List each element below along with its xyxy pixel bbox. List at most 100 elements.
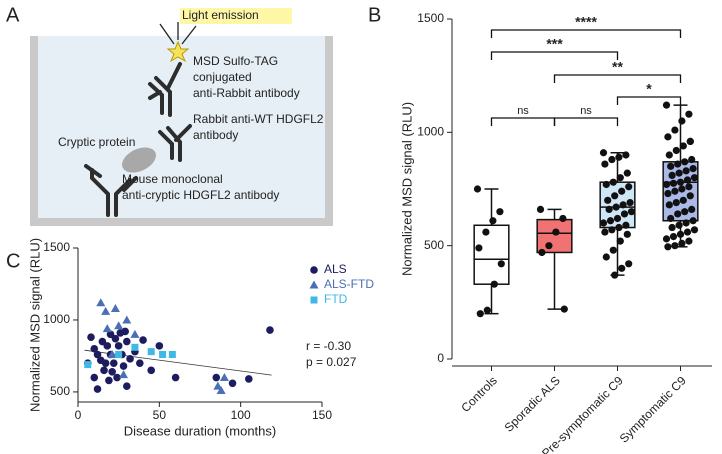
antibody — [84, 164, 102, 178]
data-point — [219, 373, 229, 382]
data-point — [664, 243, 672, 251]
data-point — [676, 230, 685, 238]
data-point — [671, 242, 679, 250]
data-point — [665, 201, 673, 209]
panel-label: C — [6, 250, 20, 272]
legend-label: FTD — [324, 292, 348, 306]
diagram-label: Rabbit anti-WT HDGFL2 — [193, 112, 324, 126]
data-point — [560, 305, 568, 313]
data-point — [690, 174, 699, 182]
data-point — [121, 327, 129, 336]
data-point — [482, 228, 490, 236]
antibody — [174, 124, 192, 142]
data-point — [682, 167, 690, 175]
annotation: p = 0.027 — [306, 355, 357, 369]
y-axis-label: Normalized MSD signal (RLU) — [27, 238, 42, 412]
data-point — [602, 253, 610, 261]
data-point — [497, 260, 505, 268]
data-point — [93, 350, 102, 359]
significance-bracket — [616, 96, 682, 105]
legend-marker — [309, 280, 319, 289]
data-point — [168, 351, 176, 359]
data-point — [682, 219, 690, 227]
data-point — [671, 187, 679, 195]
y-tick-label: 1000 — [43, 312, 70, 326]
data-point — [618, 264, 626, 272]
antibody — [166, 126, 182, 162]
y-tick-label: 1500 — [417, 11, 444, 25]
data-point — [678, 239, 686, 247]
data-point — [473, 185, 482, 193]
data-point — [552, 228, 560, 236]
data-point — [100, 366, 108, 375]
assay-diagram — [30, 8, 333, 226]
x-axis-label: Disease duration (months) — [124, 423, 276, 438]
legend-label: ALS-FTD — [324, 277, 374, 291]
panel-label: A — [6, 4, 20, 26]
significance-label: ns — [517, 105, 529, 117]
data-point — [690, 226, 699, 234]
data-point — [627, 208, 636, 216]
data-point — [139, 336, 147, 344]
data-point — [119, 370, 129, 379]
data-point — [245, 375, 253, 383]
significance-bracket — [490, 117, 556, 126]
box — [536, 218, 573, 254]
data-point — [605, 205, 613, 213]
data-point — [115, 351, 123, 359]
data-point — [611, 271, 619, 279]
data-point — [620, 210, 629, 218]
data-point — [601, 160, 609, 168]
data-point — [490, 280, 498, 288]
data-point — [538, 248, 546, 257]
data-point — [616, 174, 624, 182]
data-point — [601, 228, 609, 236]
legend-marker — [310, 296, 318, 304]
data-point — [102, 324, 112, 333]
data-point — [672, 199, 680, 207]
data-point — [611, 192, 619, 200]
significance-bracket — [490, 51, 619, 60]
data-point — [685, 110, 693, 118]
highlight — [180, 8, 292, 24]
data-point — [615, 153, 623, 161]
x-tick-label: Symptomatic C9 — [617, 373, 689, 445]
data-point — [87, 333, 95, 342]
data-point — [669, 179, 678, 187]
data-point — [669, 233, 678, 241]
data-point — [613, 214, 622, 223]
significance-label: ns — [580, 105, 592, 117]
data-point — [662, 180, 671, 189]
data-point — [602, 180, 610, 189]
data-point — [662, 235, 671, 243]
data-point — [665, 151, 673, 159]
data-point — [685, 183, 693, 191]
diagram-label: anti-cryptic HDGFL2 antibody — [122, 188, 279, 202]
significance-label: **** — [575, 14, 597, 30]
data-point — [674, 160, 682, 168]
data-point — [667, 214, 675, 223]
data-point — [122, 315, 132, 324]
data-point — [106, 330, 115, 339]
data-point — [101, 306, 111, 315]
data-point — [476, 310, 484, 318]
data-point — [599, 219, 608, 227]
data-point — [126, 355, 134, 363]
data-point — [131, 343, 139, 351]
y-tick-label: 0 — [437, 351, 444, 365]
data-point — [266, 326, 274, 334]
data-point — [212, 373, 221, 382]
star — [166, 40, 190, 63]
legend-label: ALS — [324, 262, 347, 276]
diagram-label: antibody — [193, 128, 238, 142]
data-point — [675, 221, 683, 229]
antibody — [114, 178, 132, 217]
data-point — [119, 362, 128, 370]
data-point — [123, 382, 131, 390]
emission-arrows — [159, 22, 197, 45]
significance-bracket — [553, 117, 619, 126]
data-point — [683, 176, 692, 184]
significance-label: ** — [612, 59, 623, 75]
data-point — [678, 185, 686, 193]
